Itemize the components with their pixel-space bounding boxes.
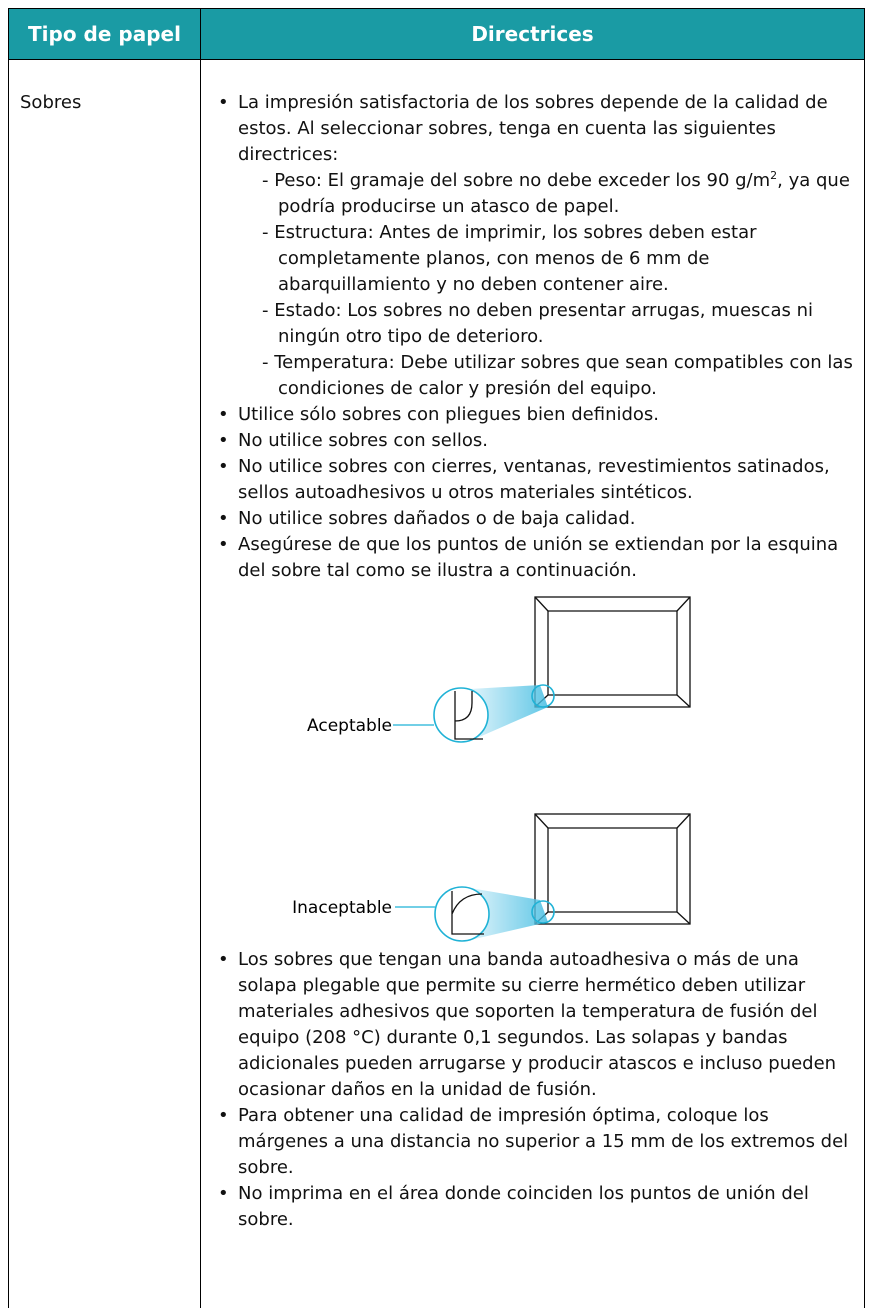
bullet-text: Los sobres que tengan una banda autoadhe…	[238, 949, 837, 1100]
sub-item: - Estado: Los sobres no deben presentar …	[258, 298, 856, 350]
bullet-text: Para obtener una calidad de impresión óp…	[238, 1105, 849, 1178]
bullet-text: Asegúrese de que los puntos de unión se …	[238, 534, 839, 581]
sub-item-text: - Temperatura: Debe utilizar sobres que …	[262, 352, 853, 399]
bullet-item: No utilice sobres con sellos.	[216, 428, 856, 454]
sub-item-text: - Estructura: Antes de imprimir, los sob…	[262, 222, 757, 295]
bullet-item: No utilice sobres con cierres, ventanas,…	[216, 454, 856, 506]
guideline-list: La impresión satisfactoria de los sobres…	[216, 90, 856, 584]
envelope-illustration: Aceptable Inaceptable	[292, 596, 691, 942]
bullet-text: No utilice sobres dañados o de baja cali…	[238, 508, 636, 529]
header-cell: Directrices	[471, 22, 594, 46]
guideline-list: Los sobres que tengan una banda autoadhe…	[216, 947, 856, 1233]
sub-item-text: , ya que podría producirse un atasco de …	[278, 170, 850, 217]
table-header: Tipo de papel Directrices	[8, 8, 865, 60]
bullet-item: No imprima en el área donde coinciden lo…	[216, 1181, 856, 1233]
bullet-text: No utilice sobres con sellos.	[238, 430, 488, 451]
sub-item: - Peso: El gramaje del sobre no debe exc…	[258, 168, 856, 220]
bullet-item: No utilice sobres dañados o de baja cali…	[216, 506, 856, 532]
table-border	[200, 60, 201, 1308]
bullet-item: Para obtener una calidad de impresión óp…	[216, 1103, 856, 1181]
figure: Aceptable Inaceptable	[216, 584, 856, 947]
sub-item-text: - Peso: El gramaje del sobre no debe exc…	[262, 170, 771, 191]
bullet-item: Los sobres que tengan una banda autoadhe…	[216, 947, 856, 1103]
paper-type: Sobres	[20, 92, 82, 113]
superscript: 2	[770, 169, 778, 182]
figure-label: Aceptable	[307, 716, 392, 736]
bullet-text: No utilice sobres con cierres, ventanas,…	[238, 456, 830, 503]
sub-item: - Estructura: Antes de imprimir, los sob…	[258, 220, 856, 298]
bullet-item: Utilice sólo sobres con pliegues bien de…	[216, 402, 856, 428]
sub-item-text: - Estado: Los sobres no deben presentar …	[262, 300, 813, 347]
sub-item: - Temperatura: Debe utilizar sobres que …	[258, 350, 856, 402]
table-border	[864, 60, 865, 1308]
header-cell: Tipo de papel	[9, 9, 201, 59]
bullet-text: Utilice sólo sobres con pliegues bien de…	[238, 404, 660, 425]
bullet-item: Asegúrese de que los puntos de unión se …	[216, 532, 856, 584]
guidelines: La impresión satisfactoria de los sobres…	[216, 90, 856, 1233]
bullet-text: No imprima en el área donde coinciden lo…	[238, 1183, 809, 1230]
figure-label: Inaceptable	[292, 898, 392, 918]
bullet-text: La impresión satisfactoria de los sobres…	[238, 92, 828, 165]
table-border	[8, 60, 9, 1308]
bullet-item: La impresión satisfactoria de los sobres…	[216, 90, 856, 402]
